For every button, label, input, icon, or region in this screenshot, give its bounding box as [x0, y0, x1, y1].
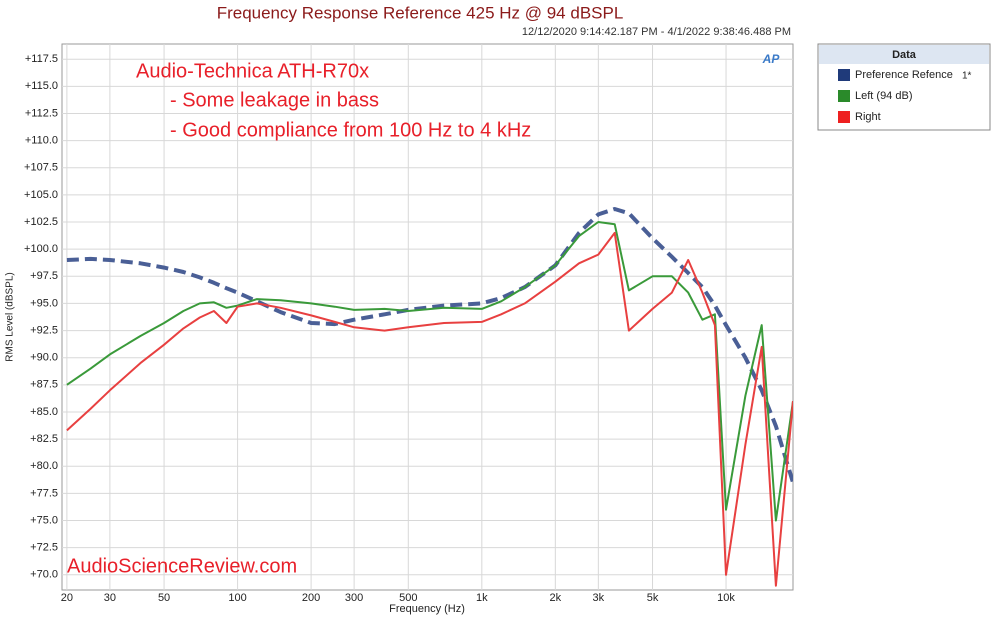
x-tick-label: 500: [399, 592, 417, 604]
y-tick-label: +70.0: [30, 569, 58, 581]
x-tick-label: 10k: [717, 592, 735, 604]
chart-subtitle: 12/12/2020 9:14:42.187 PM - 4/1/2022 9:3…: [522, 26, 791, 38]
y-tick-label: +107.5: [24, 162, 58, 174]
legend-swatch: [838, 90, 850, 102]
legend-label: Left (94 dB): [855, 90, 912, 102]
y-tick-label: +115.0: [25, 80, 58, 92]
x-axis-label: Frequency (Hz): [389, 603, 465, 615]
legend: Data 1*: [817, 43, 991, 131]
x-tick-label: 300: [345, 592, 363, 604]
legend-label: Right: [855, 111, 881, 123]
chart-title: Frequency Response Reference 425 Hz @ 94…: [217, 3, 624, 22]
y-tick-label: +117.5: [25, 53, 58, 65]
legend-swatch: [838, 69, 850, 81]
legend-swatch: [838, 111, 850, 123]
y-tick-label: +95.0: [30, 297, 58, 309]
y-tick-label: +77.5: [30, 487, 58, 499]
annotation: - Good compliance from 100 Hz to 4 kHz: [170, 119, 531, 141]
annotation: - Some leakage in bass: [170, 89, 379, 111]
x-tick-label: 30: [104, 592, 116, 604]
y-tick-label: +97.5: [30, 270, 58, 282]
x-tick-label: 20: [61, 592, 73, 604]
y-tick-label: +85.0: [30, 406, 58, 418]
x-tick-label: 2k: [550, 592, 562, 604]
watermark: AudioScienceReview.com: [67, 555, 297, 577]
y-axis-label: RMS Level (dBSPL): [5, 272, 16, 361]
y-tick-label: +90.0: [30, 352, 58, 364]
legend-note: 1*: [962, 71, 972, 82]
x-tick-label: 5k: [647, 592, 659, 604]
y-tick-label: +100.0: [24, 243, 58, 255]
series-line: [66, 221, 793, 522]
x-tick-label: 100: [228, 592, 246, 604]
x-tick-label: 50: [158, 592, 170, 604]
y-tick-label: +102.5: [24, 216, 58, 228]
series-line: [66, 207, 793, 484]
x-tick-label: 1k: [476, 592, 488, 604]
y-tick-label: +92.5: [30, 324, 58, 336]
lines: [66, 207, 793, 587]
legend-header: [819, 45, 989, 64]
legend-label: Preference Refence: [855, 69, 953, 81]
x-tick-label: 3k: [593, 592, 605, 604]
series-line: [66, 231, 793, 587]
legend-title: Data: [892, 49, 917, 61]
y-tick-label: +75.0: [30, 514, 58, 526]
annotation: Audio-Technica ATH-R70x: [136, 60, 369, 82]
y-tick-label: +87.5: [30, 379, 58, 391]
y-tick-label: +82.5: [30, 433, 58, 445]
x-tick-label: 200: [302, 592, 320, 604]
grid: [62, 44, 793, 590]
y-tick-label: +72.5: [30, 542, 58, 554]
logo: AP: [762, 52, 781, 66]
plot-area: [61, 43, 794, 591]
y-tick-label: +112.5: [25, 107, 58, 119]
y-tick-label: +105.0: [24, 189, 58, 201]
y-tick-label: +80.0: [30, 460, 58, 472]
y-tick-label: +110.0: [25, 135, 58, 147]
